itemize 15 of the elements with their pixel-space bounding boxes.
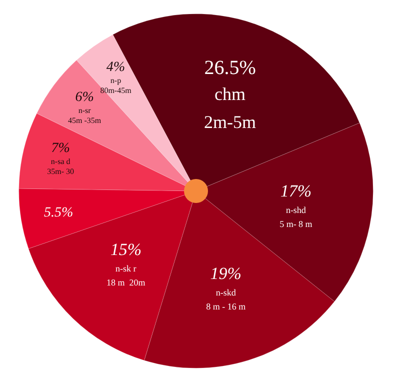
data-label: 17% [280,182,312,201]
slice-label: n-sa d 35m- 30 [47,157,74,176]
data-label: 26.5% [204,56,256,79]
slice-label: n-skd 8 m - 16 m [206,287,246,312]
data-label: 4% [106,60,126,75]
slice-label: n-sk r 18 m 20m [106,264,146,288]
slice-label: chm 2m-5m [204,84,256,132]
data-label: 6% [75,90,94,106]
data-label: 15% [110,240,142,260]
data-label: 7% [51,141,70,156]
slice-label: n-p 80m-45m [100,76,132,95]
data-label: 19% [210,264,242,283]
data-label: 5.5% [44,206,74,221]
slice-label: n-sr 45m -35m [68,106,102,126]
slice-label: n-shd 5 m- 8 m [280,205,312,230]
